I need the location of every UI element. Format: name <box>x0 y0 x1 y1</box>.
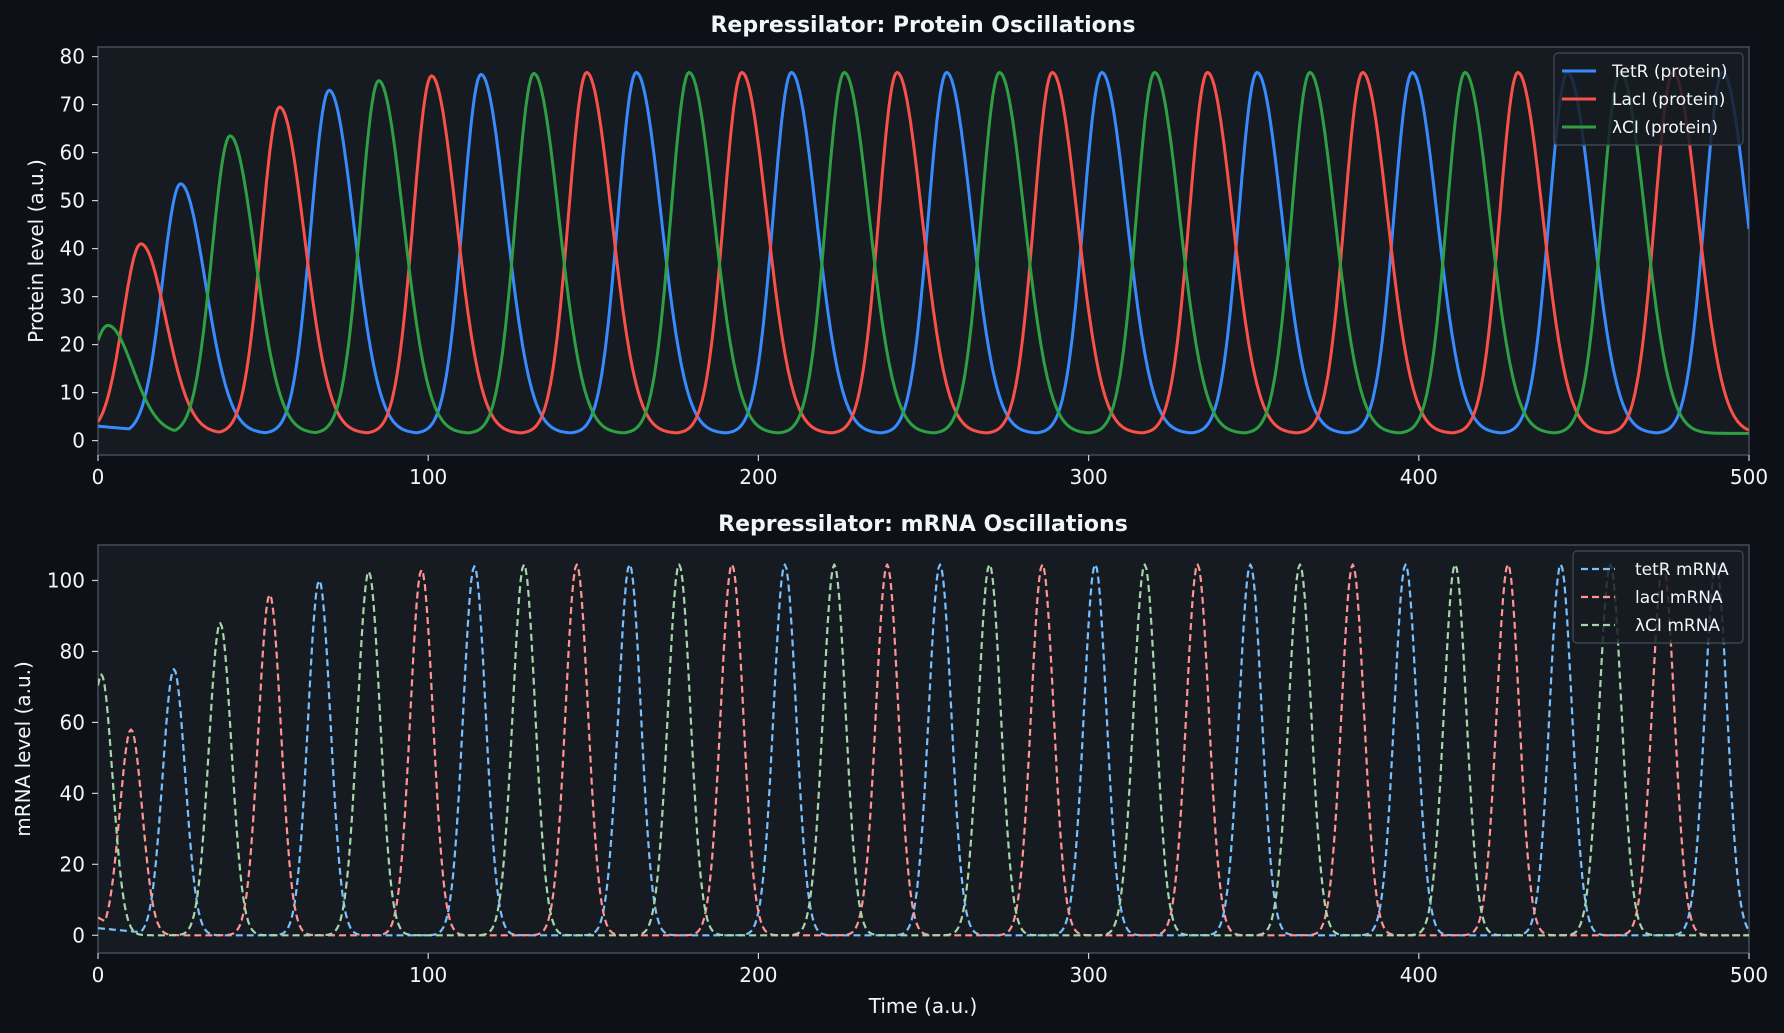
protein-series-lines <box>98 70 1749 435</box>
mrna-legend: tetR mRNA lacI mRNA λCI mRNA <box>1572 550 1744 644</box>
protein-y-tick-label: 80 <box>60 45 85 69</box>
mrna-y-tick-label: 100 <box>47 568 85 592</box>
series-line-lambdaci-protein <box>98 70 1749 435</box>
mrna-panel: Repressilator: mRNA Oscillations mRNA le… <box>11 512 1768 1018</box>
mrna-axis-ticks: 0 100 200 300 400 500 0 20 40 60 80 100 <box>47 568 1768 987</box>
protein-chart-title: Repressilator: Protein Oscillations <box>710 13 1135 38</box>
protein-x-tick-label: 300 <box>1070 465 1108 489</box>
protein-y-axis-label: Protein level (a.u.) <box>24 159 48 343</box>
mrna-y-axis-label: mRNA level (a.u.) <box>11 661 35 837</box>
protein-legend: TetR (protein) LacI (protein) λCI (protein… <box>1553 52 1744 146</box>
legend-label-tetr-protein: TetR (protein) <box>1611 62 1728 82</box>
mrna-x-axis-label: Time (a.u.) <box>868 994 978 1018</box>
protein-x-tick-label: 0 <box>92 465 105 489</box>
protein-x-tick-label: 400 <box>1400 465 1438 489</box>
legend-label-lambdaci-protein: λCI (protein) <box>1612 118 1718 138</box>
protein-panel: Repressilator: Protein Oscillations Prot… <box>24 13 1768 489</box>
mrna-x-tick-label: 200 <box>739 963 777 987</box>
protein-x-tick-label: 100 <box>409 465 447 489</box>
protein-legend-box <box>1553 52 1744 146</box>
protein-y-tick-label: 60 <box>60 141 85 165</box>
protein-y-tick-label: 70 <box>60 93 85 117</box>
protein-y-tick-label: 20 <box>60 333 85 357</box>
mrna-y-tick-label: 0 <box>72 923 85 947</box>
mrna-y-tick-label: 60 <box>60 710 85 734</box>
protein-x-tick-label: 200 <box>739 465 777 489</box>
mrna-legend-box <box>1572 550 1744 644</box>
series-line-tetr-mrna <box>98 563 1749 937</box>
series-line-laci-mrna <box>98 563 1749 937</box>
legend-label-tetr-mrna: tetR mRNA <box>1635 560 1729 580</box>
mrna-x-tick-label: 400 <box>1400 963 1438 987</box>
protein-plot-area <box>97 46 1750 456</box>
mrna-chart-title: Repressilator: mRNA Oscillations <box>718 512 1128 537</box>
protein-x-tick-label: 500 <box>1730 465 1768 489</box>
mrna-x-tick-label: 300 <box>1070 963 1108 987</box>
series-line-lambdaci-mrna <box>98 563 1749 937</box>
mrna-x-tick-label: 500 <box>1730 963 1768 987</box>
mrna-series-lines <box>98 563 1749 937</box>
legend-label-lambdaci-mrna: λCI mRNA <box>1635 616 1720 636</box>
legend-label-laci-mrna: lacI mRNA <box>1635 588 1723 608</box>
mrna-x-tick-label: 0 <box>92 963 105 987</box>
mrna-plot-area <box>97 544 1750 954</box>
series-line-laci-protein <box>98 70 1749 435</box>
protein-y-tick-label: 40 <box>60 237 85 261</box>
protein-y-tick-label: 30 <box>60 285 85 309</box>
mrna-y-tick-label: 40 <box>60 781 85 805</box>
protein-y-tick-label: 10 <box>60 381 85 405</box>
protein-y-tick-label: 0 <box>72 429 85 453</box>
protein-axis-ticks: 0 100 200 300 400 500 0 10 20 30 40 50 60 70 80 <box>60 45 1769 489</box>
mrna-x-tick-label: 100 <box>409 963 447 987</box>
mrna-y-tick-label: 80 <box>60 639 85 663</box>
legend-label-laci-protein: LacI (protein) <box>1612 90 1725 110</box>
mrna-y-tick-label: 20 <box>60 852 85 876</box>
protein-y-tick-label: 50 <box>60 189 85 213</box>
